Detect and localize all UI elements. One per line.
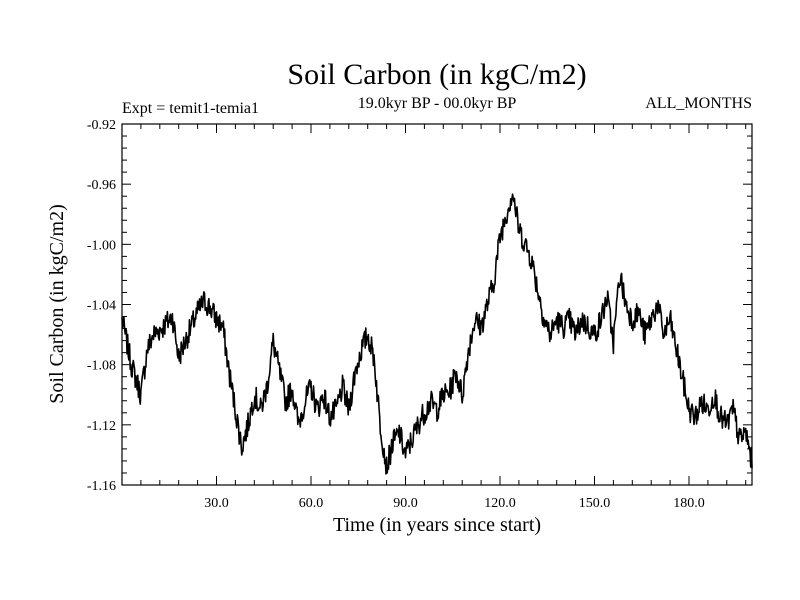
y-tick-label: -1.08: [87, 359, 116, 374]
y-tick-label: -0.96: [87, 178, 116, 193]
x-tick-label: 90.0: [393, 496, 418, 511]
plot-frame: [121, 123, 753, 486]
x-tick-label: 60.0: [299, 496, 324, 511]
months-label: ALL_MONTHS: [645, 95, 752, 112]
y-tick-label: -1.04: [87, 299, 116, 314]
y-tick-label: -1.12: [87, 419, 116, 434]
x-tick-label: 120.0: [484, 496, 516, 511]
x-axis-label: Time (in years since start): [333, 514, 541, 536]
chart-title: Soil Carbon (in kgC/m2): [287, 58, 586, 91]
chart-subtitle: 19.0kyr BP - 00.0kyr BP: [358, 95, 517, 112]
x-tick-label: 30.0: [204, 496, 229, 511]
x-tick-label: 180.0: [673, 496, 705, 511]
x-tick-label: 150.0: [579, 496, 611, 511]
axis-tick-labels: 30.0 60.0 90.0 120.0 150.0 180.0 -0.92 -0.96 -1.…: [87, 118, 705, 511]
soil-carbon-series-line: [121, 193, 753, 475]
y-tick-label: -0.92: [87, 118, 116, 133]
y-tick-label: -1.00: [87, 238, 116, 253]
y-axis-label: Soil Carbon (in kgC/m2): [46, 204, 68, 403]
experiment-label: Expt = temit1-temia1: [122, 100, 259, 117]
axis-ticks: [122, 124, 752, 485]
y-tick-label: -1.16: [87, 479, 116, 494]
